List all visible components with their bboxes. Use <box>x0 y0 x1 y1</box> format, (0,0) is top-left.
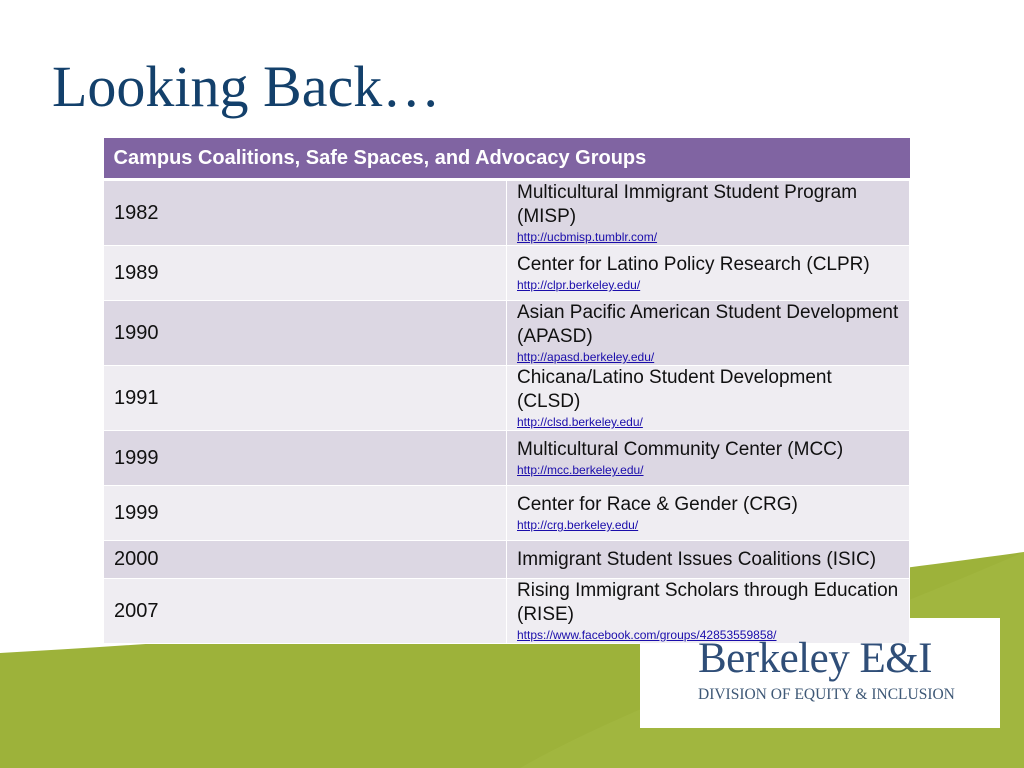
group-cell: Center for Race & Gender (CRG) http://cr… <box>506 485 910 541</box>
group-link[interactable]: http://ucbmisp.tumblr.com/ <box>517 230 658 244</box>
group-link[interactable]: http://mcc.berkeley.edu/ <box>517 463 644 477</box>
group-name: Immigrant Student Issues Coalitions (ISI… <box>517 548 877 570</box>
table-row: 1990 Asian Pacific American Student Deve… <box>103 300 910 366</box>
year-cell: 1982 <box>103 179 507 246</box>
group-name: Chicana/Latino Student Development (CLSD… <box>517 367 832 412</box>
year-cell: 1991 <box>103 365 507 431</box>
year-cell: 1999 <box>103 485 507 541</box>
group-link[interactable]: http://apasd.berkeley.edu/ <box>517 350 655 364</box>
group-cell: Rising Immigrant Scholars through Educat… <box>506 578 910 644</box>
logo-subtitle: DIVISION OF EQUITY & INCLUSION <box>698 686 955 703</box>
table-row: 1989 Center for Latino Policy Research (… <box>103 245 910 301</box>
table-row: 1999 Multicultural Community Center (MCC… <box>103 430 910 486</box>
group-cell: Multicultural Community Center (MCC) htt… <box>506 430 910 486</box>
group-name: Multicultural Community Center (MCC) <box>517 439 844 460</box>
year-cell: 1989 <box>103 245 507 301</box>
year-cell: 2000 <box>103 540 507 579</box>
logo-wordmark: Berkeley E&I <box>698 635 933 682</box>
group-link[interactable]: http://clpr.berkeley.edu/ <box>517 278 641 292</box>
group-link[interactable]: http://crg.berkeley.edu/ <box>517 518 639 532</box>
group-name: Center for Race & Gender (CRG) <box>517 494 798 515</box>
year-cell: 2007 <box>103 578 507 644</box>
group-link[interactable]: https://www.facebook.com/groups/42853559… <box>517 628 777 642</box>
group-cell: Multicultural Immigrant Student Program … <box>506 179 910 246</box>
group-cell: Asian Pacific American Student Developme… <box>506 300 910 366</box>
groups-table: Campus Coalitions, Safe Spaces, and Advo… <box>103 138 910 644</box>
group-cell: Chicana/Latino Student Development (CLSD… <box>506 365 910 431</box>
group-name: Center for Latino Policy Research (CLPR) <box>517 254 870 275</box>
berkeley-ei-logo: Berkeley E&I DIVISION OF EQUITY & INCLUS… <box>698 637 958 713</box>
table-row: 2000 Immigrant Student Issues Coalitions… <box>103 540 910 579</box>
table-row: 1991 Chicana/Latino Student Development … <box>103 365 910 431</box>
year-cell: 1999 <box>103 430 507 486</box>
group-cell: Center for Latino Policy Research (CLPR)… <box>506 245 910 301</box>
group-link[interactable]: http://clsd.berkeley.edu/ <box>517 415 643 429</box>
year-cell: 1990 <box>103 300 507 366</box>
group-name: Asian Pacific American Student Developme… <box>517 302 899 347</box>
group-name: Rising Immigrant Scholars through Educat… <box>517 580 899 625</box>
group-name: Multicultural Immigrant Student Program … <box>517 182 858 227</box>
table-row: 1982 Multicultural Immigrant Student Pro… <box>103 179 910 246</box>
group-cell: Immigrant Student Issues Coalitions (ISI… <box>506 540 910 579</box>
table-row: 1999 Center for Race & Gender (CRG) http… <box>103 485 910 541</box>
table-header: Campus Coalitions, Safe Spaces, and Advo… <box>103 138 910 181</box>
slide-title: Looking Back… <box>52 54 441 119</box>
table-row: 2007 Rising Immigrant Scholars through E… <box>103 578 910 644</box>
